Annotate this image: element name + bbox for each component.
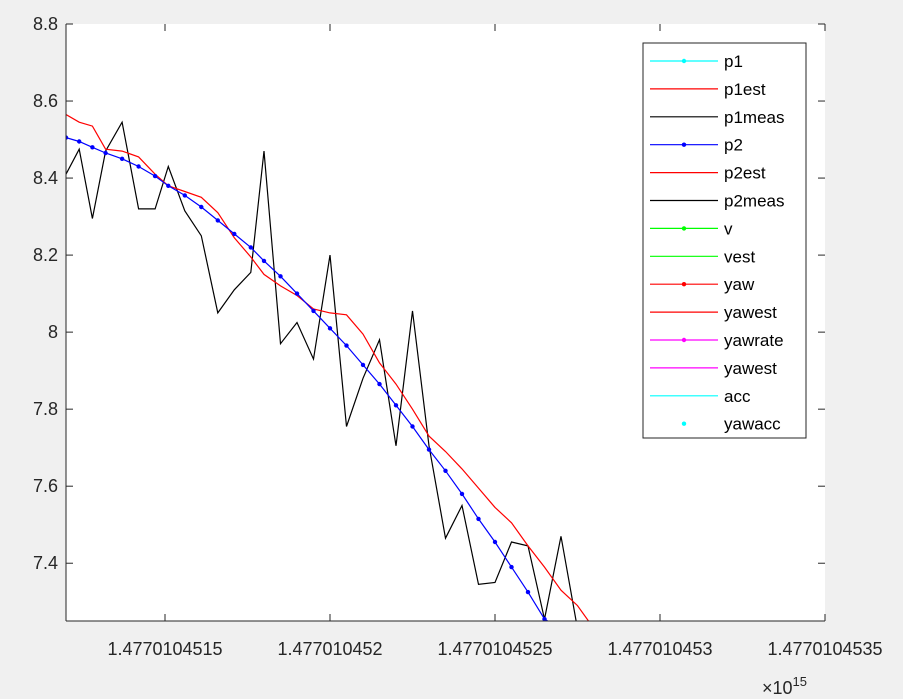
x-tick-label: 1.4770104535	[767, 639, 882, 659]
series-p2-point	[90, 145, 95, 150]
series-p2-point	[248, 245, 253, 250]
legend-entry: yaw	[650, 275, 755, 294]
series-p2-point	[311, 308, 316, 314]
x-exponent-label: ×1015	[762, 674, 807, 698]
series-p2-point	[77, 139, 82, 144]
series-p2-point	[136, 164, 141, 169]
legend-entry: p2meas	[650, 192, 784, 211]
legend-entry: yawest	[650, 359, 777, 378]
legend-box	[642, 42, 807, 439]
legend-entry: yawrate	[650, 331, 784, 350]
series-p2-point	[66, 135, 69, 140]
y-tick-label: 7.4	[33, 553, 58, 573]
legend-swatch-dot	[681, 142, 687, 147]
x-tick-label: 1.477010452	[277, 639, 382, 659]
x-tick-label: 1.477010453	[607, 639, 712, 659]
series-p2-point	[476, 516, 481, 522]
series-p2-point	[443, 468, 448, 473]
y-tick-label: 8	[48, 322, 58, 342]
series-p2-point	[294, 291, 300, 296]
series-p2-point	[542, 616, 547, 621]
legend-label: p2	[724, 136, 743, 155]
legend-entry: p2	[650, 136, 743, 155]
legend-swatch-dot	[681, 282, 687, 287]
legend-label: yawest	[724, 303, 777, 322]
legend-entry: p1est	[650, 80, 766, 99]
series-p2-point	[393, 403, 399, 408]
series-p2meas-line	[66, 120, 577, 621]
legend-label: p2est	[724, 164, 766, 183]
legend-entries: p1 p1est p1meas p2 p2est p2meas v vest yaw yawest…	[650, 52, 784, 434]
series-p2-point	[377, 381, 382, 387]
y-tick-label: 8.8	[33, 14, 58, 34]
legend-swatch-dot	[681, 58, 687, 64]
legend-entry: p1meas	[650, 108, 784, 127]
series-p2-point	[119, 156, 125, 161]
series-p2-point	[410, 424, 415, 429]
legend-swatch-dot	[681, 337, 687, 343]
legend-label: yawacc	[724, 415, 781, 434]
y-ticks: 7.4 7.6 7.8 8 8.2 8.4 8.6 8.8	[33, 14, 825, 573]
legend-label: acc	[724, 387, 751, 406]
legend-label: yawrate	[724, 331, 784, 350]
legend-label: p1meas	[724, 108, 784, 127]
legend-label: vest	[724, 247, 755, 266]
series-p2-point	[199, 204, 204, 210]
series-p2-point	[103, 150, 108, 156]
series-p2-point	[166, 183, 171, 188]
series-p2-point	[215, 218, 220, 223]
series-p2-point	[261, 258, 267, 264]
legend-entry: v	[650, 219, 733, 238]
x-tick-label: 1.4770104515	[107, 639, 222, 659]
series-p2-point	[278, 274, 283, 279]
x-ticks: 1.4770104515 1.477010452 1.4770104525 1.477…	[107, 24, 883, 659]
legend-label: yaw	[724, 275, 755, 294]
series-p2-point	[360, 362, 366, 368]
series-p2-point	[509, 564, 514, 570]
series-p2-point	[426, 447, 432, 452]
legend-label: p1est	[724, 80, 766, 99]
series-p2-point	[232, 231, 237, 237]
series-p2-point	[152, 173, 158, 179]
series-p2est-line	[66, 113, 590, 621]
axes	[65, 24, 825, 622]
legend-label: v	[724, 219, 733, 238]
x-exponent: 15	[793, 674, 807, 689]
y-tick-label: 7.6	[33, 476, 58, 496]
x-tick-label: 1.4770104525	[437, 639, 552, 659]
y-tick-label: 8.2	[33, 245, 58, 265]
legend-swatch-dot	[681, 226, 687, 231]
series-p2-point	[344, 343, 349, 348]
legend-entry: yawest	[650, 303, 777, 322]
series-p2-point	[182, 193, 187, 198]
legend-entry: acc	[650, 387, 751, 406]
series-p2-point	[327, 326, 333, 331]
legend-label: yawest	[724, 359, 777, 378]
legend-label: p2meas	[724, 192, 784, 211]
series-layer	[66, 113, 590, 621]
y-tick-label: 8.6	[33, 91, 58, 111]
legend-label: p1	[724, 52, 743, 71]
series-p2-line	[66, 137, 549, 621]
y-tick-label: 7.8	[33, 399, 58, 419]
legend-entry: p1	[650, 52, 743, 71]
series-p2-point	[525, 589, 531, 595]
legend-entry: yawacc	[681, 415, 781, 434]
legend-swatch-dot	[681, 421, 687, 426]
legend-entry: vest	[650, 247, 755, 266]
legend: p1 p1est p1meas p2 p2est p2meas v vest yaw yawest…	[642, 42, 807, 439]
series-p2-point	[492, 539, 498, 545]
series-p2-point	[459, 491, 465, 497]
legend-entry: p2est	[650, 164, 766, 183]
y-tick-label: 8.4	[33, 168, 58, 188]
